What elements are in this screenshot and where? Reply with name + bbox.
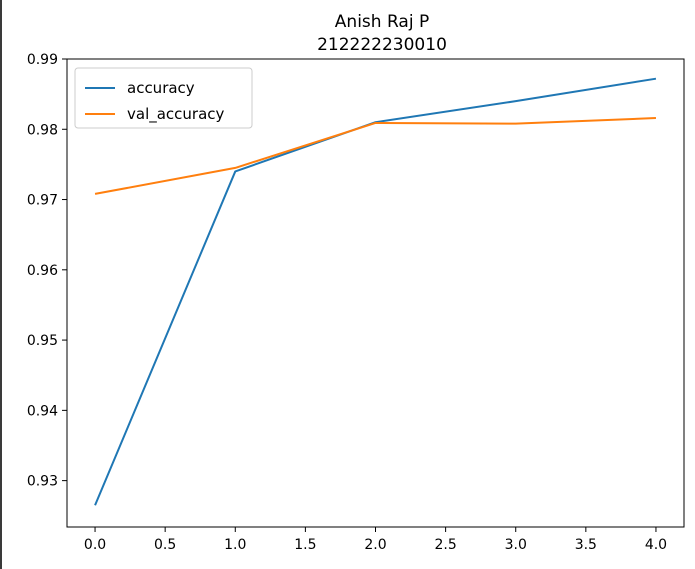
x-tick-label: 0.5 <box>154 537 176 553</box>
chart-title: Anish Raj P <box>335 12 429 32</box>
x-tick-label: 1.0 <box>224 537 246 553</box>
series-layer <box>94 77 657 506</box>
x-tick-label: 0.0 <box>84 537 106 553</box>
y-tick-label: 0.98 <box>27 122 58 138</box>
legend-label-accuracy: accuracy <box>127 79 195 97</box>
y-tick-label: 0.96 <box>27 263 58 279</box>
x-tick-label: 3.0 <box>505 537 527 553</box>
plot-frame <box>66 58 685 528</box>
series-line-val-accuracy <box>94 117 656 195</box>
series-line-accuracy <box>94 77 657 506</box>
y-tick-label: 0.94 <box>27 403 58 419</box>
legend: accuracy val_accuracy <box>74 67 253 129</box>
y-tick-label: 0.97 <box>27 193 58 209</box>
window-left-edge <box>0 0 2 569</box>
y-tick-label: 0.93 <box>27 474 58 490</box>
legend-label-val-accuracy: val_accuracy <box>127 105 225 124</box>
y-tick-label: 0.99 <box>27 52 58 68</box>
x-tick-label: 1.5 <box>294 537 316 553</box>
axes-layer: 0.0 0.5 1.0 1.5 2.0 2.5 3.0 3.5 4.0 0.93 0.94 0.95 0… <box>27 52 685 553</box>
x-tick-label: 4.0 <box>645 537 667 553</box>
legend-box <box>74 67 253 129</box>
x-tick-label: 2.5 <box>434 537 456 553</box>
x-tick-label: 3.5 <box>575 537 597 553</box>
x-tick-label: 2.0 <box>364 537 386 553</box>
y-tick-label: 0.95 <box>27 333 58 349</box>
chart-subtitle: 212222230010 <box>317 35 447 55</box>
